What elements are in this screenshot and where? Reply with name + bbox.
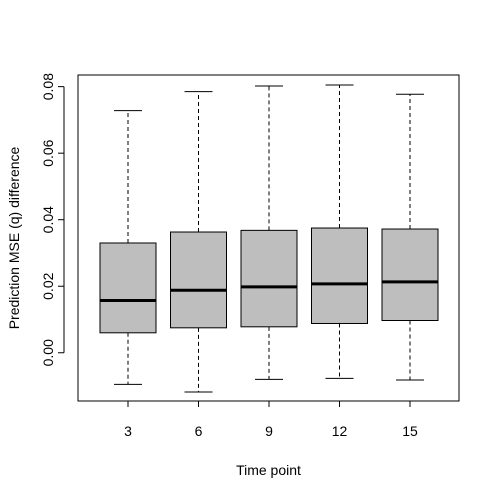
x-tick-label-9: 9: [265, 423, 273, 439]
box-group-15: [381, 93, 439, 381]
box-iqr: [99, 242, 157, 334]
y-axis: 0.00 0.02 0.04 0.06 0.08: [40, 73, 65, 366]
box-iqr: [311, 227, 368, 324]
boxes-layer: [99, 84, 439, 393]
y-tick-label: 0.06: [40, 139, 56, 166]
y-tick-label: 0.00: [40, 339, 56, 366]
box-iqr: [170, 231, 227, 329]
box-group-6: [170, 91, 227, 393]
y-axis-label: Prediction MSE (q) difference: [6, 146, 22, 329]
y-tick-label: 0.04: [40, 206, 56, 233]
x-axis: 3 6 9 12 15: [124, 400, 418, 439]
y-tick-label: 0.08: [40, 73, 56, 100]
box-iqr: [240, 229, 298, 328]
box-group-9: [240, 85, 298, 380]
box-iqr: [381, 228, 439, 321]
x-tick-label-15: 15: [402, 423, 418, 439]
x-tick-label-12: 12: [332, 423, 348, 439]
x-axis-label: Time point: [236, 462, 301, 478]
box-group-12: [311, 84, 368, 379]
y-tick-label: 0.02: [40, 272, 56, 299]
x-tick-label-3: 3: [124, 423, 132, 439]
box-group-3: [99, 110, 157, 385]
x-tick-label-6: 6: [195, 423, 203, 439]
